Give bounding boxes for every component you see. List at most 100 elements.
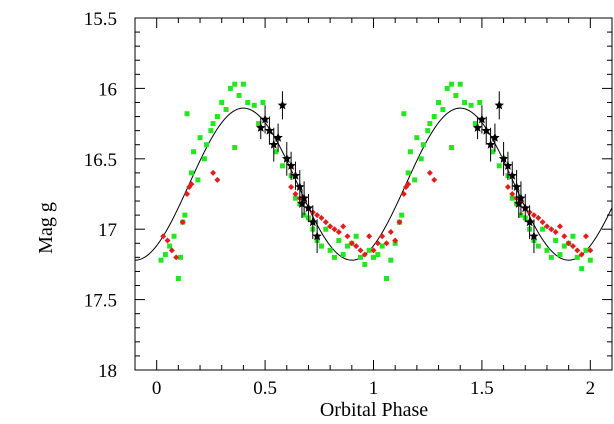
data-point-red: [405, 181, 412, 188]
data-point-green: [344, 243, 350, 249]
data-point-red: [179, 219, 186, 226]
data-point-red: [509, 191, 516, 197]
data-point-star: [269, 139, 279, 149]
data-point-red: [210, 169, 217, 176]
data-point-green: [579, 266, 585, 272]
data-point-star: [529, 231, 539, 241]
data-point-red: [164, 237, 171, 244]
x-tick-label: 2: [586, 378, 596, 399]
data-point-star: [477, 114, 487, 124]
data-point-red: [370, 247, 377, 254]
data-point-red: [361, 251, 368, 258]
data-point-red: [561, 233, 568, 240]
data-point-green: [184, 111, 190, 117]
y-tick-label: 17.5: [84, 291, 117, 312]
series-star: [256, 91, 539, 254]
data-point-green: [444, 85, 450, 91]
data-point-green: [357, 254, 363, 260]
data-point-star: [494, 100, 505, 110]
data-point-red: [400, 191, 407, 197]
data-point-green: [574, 254, 580, 260]
data-point-green: [158, 257, 164, 263]
x-tick-label: 1: [369, 378, 379, 399]
data-point-green: [453, 92, 459, 98]
data-point-green: [162, 252, 168, 258]
data-point-star: [312, 231, 322, 241]
data-point-green: [388, 257, 394, 263]
data-point-red: [556, 223, 563, 230]
data-point-green: [407, 149, 413, 155]
data-point-star: [511, 181, 522, 192]
data-point-green: [195, 177, 201, 183]
data-point-red: [565, 240, 572, 247]
data-point-red: [314, 212, 321, 219]
data-point-green: [431, 114, 437, 120]
data-point-green: [375, 252, 381, 258]
data-point-red: [535, 214, 542, 221]
data-point-red: [160, 233, 167, 240]
data-point-star: [520, 203, 531, 213]
data-point-star: [524, 217, 535, 227]
data-point-red: [366, 233, 373, 240]
data-point-red: [569, 243, 576, 250]
data-point-red: [578, 251, 585, 258]
data-point-green: [197, 135, 203, 141]
data-point-star: [290, 170, 301, 180]
data-point-green: [178, 254, 184, 260]
data-point-green: [323, 226, 329, 232]
data-point-green: [327, 247, 333, 253]
data-point-green: [490, 149, 496, 155]
data-point-green: [232, 81, 238, 87]
data-point-green: [188, 170, 194, 176]
data-point-green: [587, 257, 593, 263]
data-point-green: [223, 107, 229, 113]
data-point-star: [503, 160, 513, 170]
data-point-green: [583, 247, 589, 253]
data-point-green: [201, 156, 207, 162]
data-point-green: [336, 237, 342, 243]
data-point-red: [552, 229, 559, 236]
data-point-green: [509, 195, 515, 201]
data-point-green: [436, 99, 442, 105]
data-point-green: [379, 243, 385, 249]
data-point-red: [340, 223, 347, 230]
y-tick-label: 16: [98, 79, 117, 100]
data-point-red: [292, 191, 299, 197]
data-point-red: [543, 223, 550, 230]
y-axis-title: Mag g: [35, 202, 57, 254]
data-point-green: [405, 170, 411, 176]
data-point-green: [496, 163, 502, 169]
data-point-green: [449, 145, 455, 151]
data-point-star: [273, 132, 283, 142]
data-point-green: [535, 243, 541, 249]
data-point-star: [481, 125, 491, 135]
data-point-green: [191, 149, 197, 155]
data-point-green: [427, 121, 433, 127]
data-point-green: [204, 142, 210, 148]
data-point-green: [214, 114, 220, 120]
data-point-red: [574, 247, 581, 254]
data-point-red: [214, 176, 221, 183]
data-point-green: [557, 252, 563, 258]
data-point-red: [383, 240, 390, 247]
data-point-green: [414, 135, 420, 141]
y-tick-label: 16.5: [84, 150, 117, 171]
data-point-red: [387, 229, 394, 236]
data-point-red: [318, 214, 325, 221]
data-point-green: [251, 102, 257, 108]
data-point-red: [587, 247, 594, 254]
data-point-green: [449, 81, 455, 87]
series-diamond: [160, 169, 594, 261]
data-point-red: [357, 247, 364, 254]
data-point-red: [173, 254, 180, 261]
data-point-red: [348, 240, 355, 247]
data-point-green: [353, 233, 359, 239]
data-point-green: [292, 195, 298, 201]
data-point-red: [548, 226, 555, 233]
data-point-red: [582, 233, 589, 240]
data-point-red: [188, 181, 195, 188]
data-point-star: [472, 122, 483, 132]
data-point-star: [282, 153, 292, 163]
data-point-green: [440, 107, 446, 113]
